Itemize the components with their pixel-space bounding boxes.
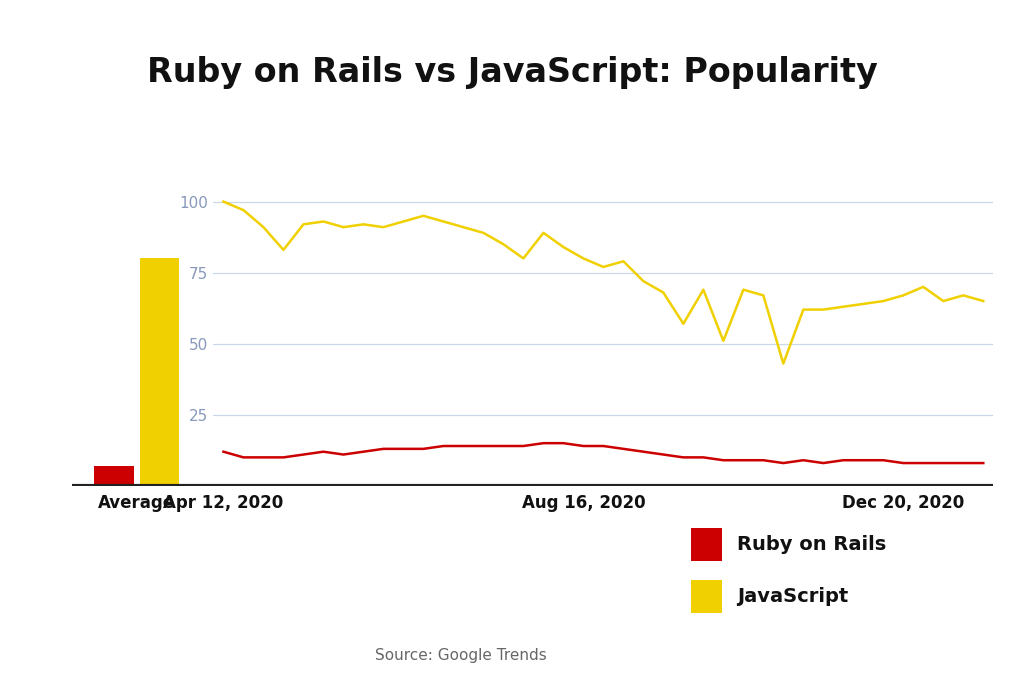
Bar [94, 466, 134, 486]
Text: Ruby on Rails: Ruby on Rails [737, 535, 887, 555]
Text: JavaScript: JavaScript [737, 587, 849, 607]
Text: Source: Google Trends: Source: Google Trends [375, 648, 547, 663]
Text: Ruby on Rails vs JavaScript: Popularity: Ruby on Rails vs JavaScript: Popularity [146, 56, 878, 90]
Bar [139, 258, 179, 486]
